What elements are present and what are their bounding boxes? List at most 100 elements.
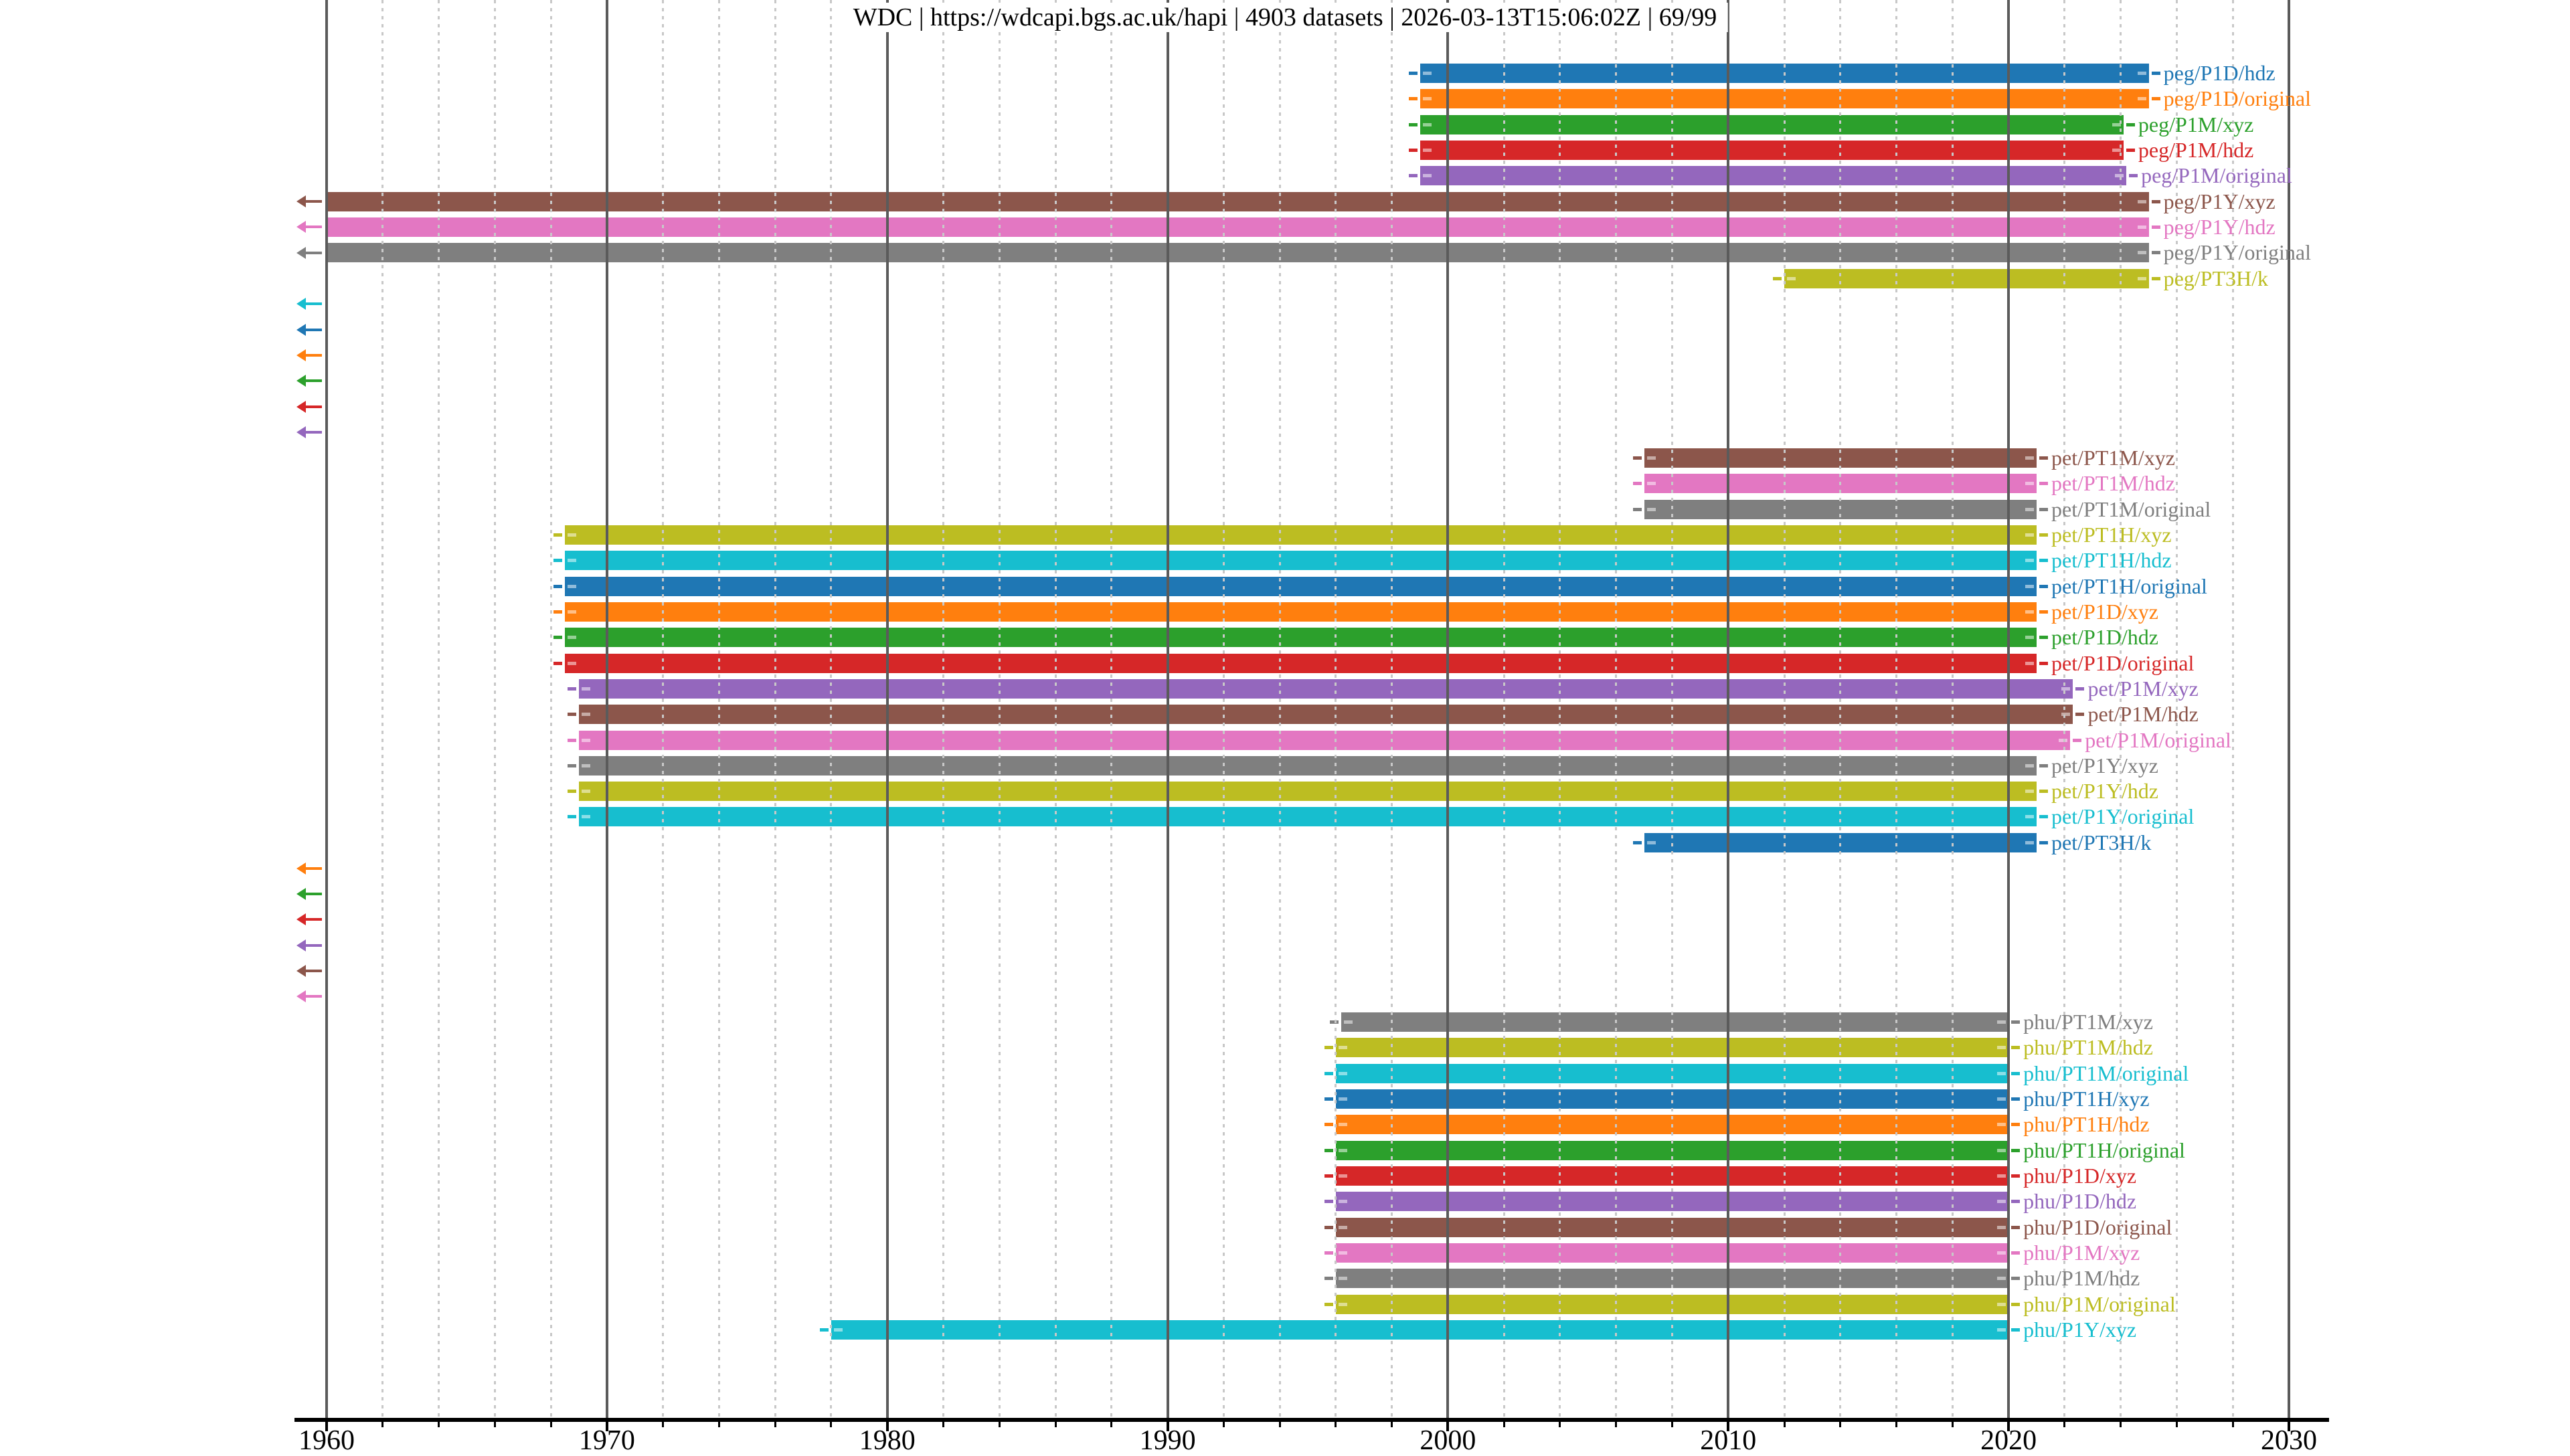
gridline-minor <box>1559 0 1561 1421</box>
bar-start-marker <box>1324 1225 1333 1229</box>
axis-tick-minor <box>1335 1422 1337 1427</box>
bar-end-marker <box>2129 174 2138 178</box>
bar-end-marker <box>2011 1046 2021 1050</box>
availability-bar <box>565 653 2037 673</box>
dataset-label: pet/P1Y/xyz <box>2051 753 2158 778</box>
bar-end-marker-inner <box>1997 1097 2006 1101</box>
gridline-major <box>605 0 608 1421</box>
axis-tick-major <box>2007 1422 2010 1431</box>
bar-start-marker-inner <box>1422 122 1432 126</box>
availability-bar <box>578 678 2073 699</box>
availability-bar <box>578 755 2037 776</box>
bar-start-marker-inner <box>581 687 590 691</box>
axis-tick-label: 1990 <box>1139 1425 1196 1456</box>
bar-end-marker <box>2151 97 2160 101</box>
bar-start-marker <box>553 533 563 537</box>
gridline-minor <box>830 0 833 1421</box>
availability-bar <box>565 602 2037 622</box>
bar-end-marker <box>2011 1071 2021 1075</box>
bar-end-marker <box>2126 148 2135 152</box>
gridline-minor <box>2231 0 2234 1421</box>
bar-start-marker <box>1632 456 1642 460</box>
dataset-label: pet/PT1H/hdz <box>2051 548 2172 573</box>
axis-tick-minor <box>942 1422 944 1427</box>
bar-start-marker-inner <box>1338 1097 1347 1101</box>
gridline-minor <box>1054 0 1057 1421</box>
left-arrow-icon <box>305 379 322 383</box>
dataset-label: phu/P1M/xyz <box>2023 1241 2140 1265</box>
bar-end-marker-inner <box>1997 1020 2006 1024</box>
axis-tick-minor <box>1951 1422 1954 1427</box>
axis-tick-minor <box>1222 1422 1225 1427</box>
availability-bar <box>565 628 2037 648</box>
bar-start-marker-inner <box>581 738 590 742</box>
axis-tick-minor <box>774 1422 776 1427</box>
availability-bar <box>327 191 2149 211</box>
left-arrow-icon <box>296 400 306 413</box>
dataset-label: phu/P1M/hdz <box>2023 1266 2140 1291</box>
bar-start-marker <box>1632 482 1642 486</box>
dataset-label: phu/PT1M/xyz <box>2023 1010 2153 1034</box>
bar-end-marker <box>2039 840 2049 844</box>
bar-start-marker-inner <box>568 584 577 588</box>
axis-tick-major <box>325 1422 328 1431</box>
bar-start-marker-inner <box>1338 1277 1347 1281</box>
bar-end-marker <box>2039 507 2049 511</box>
bar-start-marker-inner <box>1422 72 1432 75</box>
gridline-minor <box>1222 0 1225 1421</box>
bar-end-marker-inner <box>2025 559 2035 563</box>
bar-start-marker-inner <box>1338 1148 1347 1152</box>
bar-end-marker-inner <box>2137 251 2146 255</box>
bar-start-marker-inner <box>568 533 577 537</box>
gridline-minor <box>942 0 944 1421</box>
bar-start-marker-inner <box>1338 1251 1347 1255</box>
bar-end-marker <box>2011 1277 2021 1281</box>
axis-tick-label: 2030 <box>2261 1425 2317 1456</box>
left-arrow-icon <box>296 990 306 1003</box>
bar-end-marker <box>2039 533 2049 537</box>
bar-end-marker <box>2039 790 2049 794</box>
bar-end-marker <box>2039 763 2049 767</box>
left-arrow-icon <box>305 328 322 331</box>
gridline-minor <box>381 0 384 1421</box>
bar-end-marker <box>2011 1174 2021 1178</box>
axis-tick-major <box>605 1422 608 1431</box>
axis-tick-minor <box>1559 1422 1561 1427</box>
bar-end-marker-inner <box>2137 225 2146 229</box>
bar-end-marker <box>2039 456 2049 460</box>
axis-tick-minor <box>1895 1422 1898 1427</box>
axis-tick-minor <box>1391 1422 1393 1427</box>
bar-end-marker-inner <box>2025 636 2035 640</box>
left-arrow-icon <box>296 426 306 439</box>
axis-tick-minor <box>493 1422 496 1427</box>
bar-start-marker-inner <box>568 610 577 614</box>
bar-start-marker <box>1324 1251 1333 1255</box>
dataset-label: peg/P1M/original <box>2141 163 2292 188</box>
bar-start-marker-inner <box>1338 1174 1347 1178</box>
bar-start-marker <box>1330 1020 1339 1024</box>
availability-bar <box>1784 268 2149 288</box>
dataset-label: peg/P1M/hdz <box>2138 137 2254 162</box>
gridline-minor <box>1335 0 1337 1421</box>
bar-end-marker <box>2039 636 2049 640</box>
bar-end-marker-inner <box>1997 1071 2006 1075</box>
bar-start-marker <box>553 636 563 640</box>
dataset-label: phu/PT1M/hdz <box>2023 1035 2153 1060</box>
gridline-major <box>2007 0 2010 1421</box>
axis-tick-label: 2000 <box>1420 1425 1476 1456</box>
left-arrow-icon <box>296 939 306 951</box>
axis-tick-minor <box>717 1422 720 1427</box>
bar-start-marker <box>1324 1148 1333 1152</box>
gridline-minor <box>1391 0 1393 1421</box>
axis-tick-minor <box>1671 1422 1673 1427</box>
bar-end-marker-inner <box>2059 738 2068 742</box>
bar-end-marker <box>2151 199 2160 203</box>
bar-end-marker-inner <box>2137 276 2146 280</box>
dataset-label: pet/PT1M/xyz <box>2051 445 2175 470</box>
dataset-label: pet/P1D/xyz <box>2051 599 2158 624</box>
dataset-label: phu/PT1M/original <box>2023 1061 2189 1085</box>
axis-tick-label: 1970 <box>578 1425 635 1456</box>
axis-tick-minor <box>2231 1422 2234 1427</box>
bar-start-marker <box>553 559 563 563</box>
